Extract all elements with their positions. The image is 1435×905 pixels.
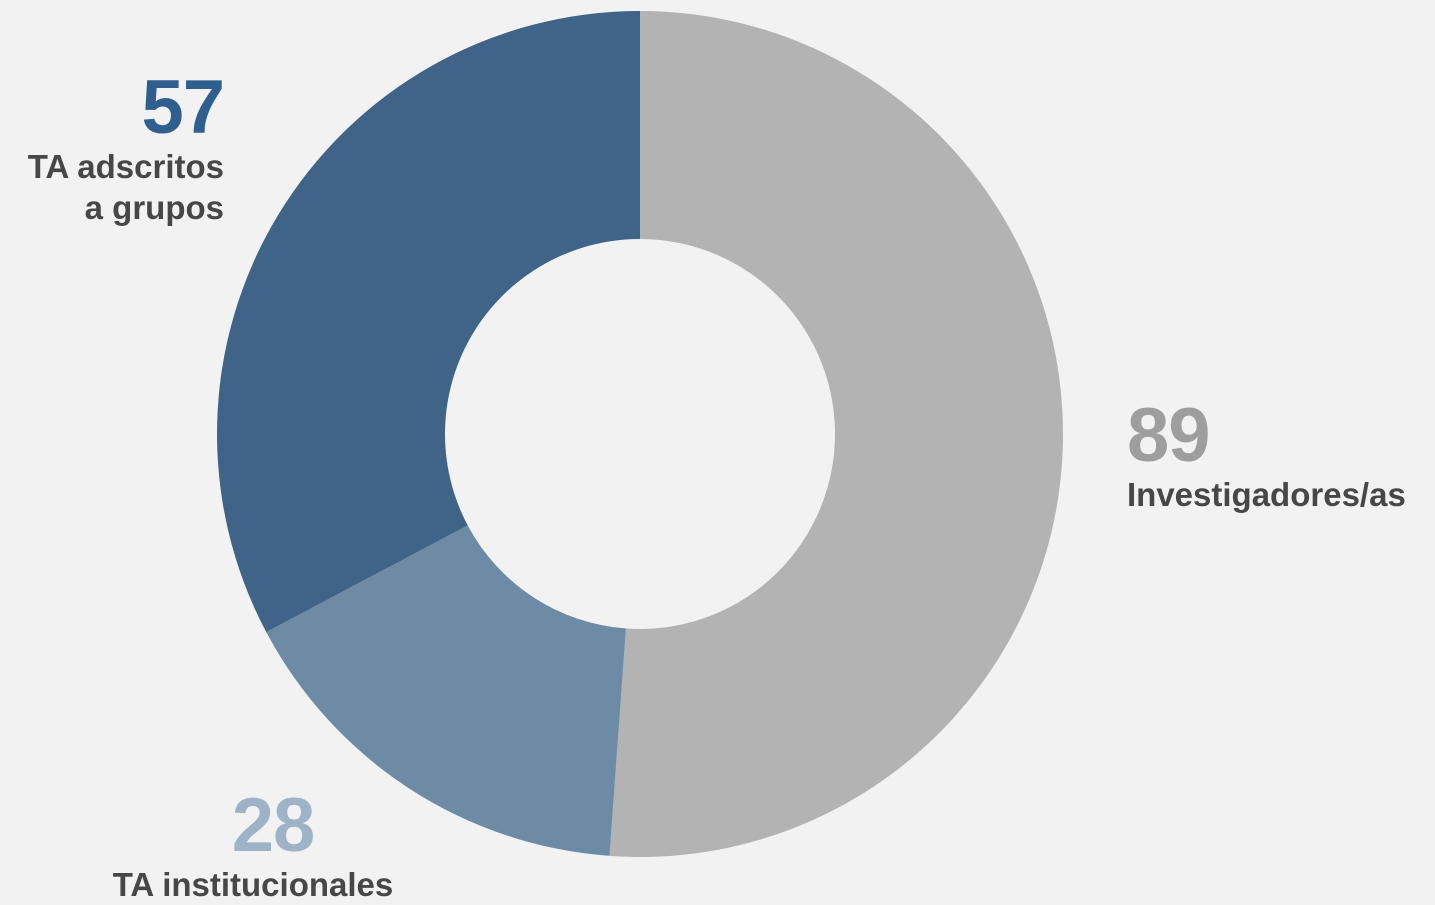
text-investigadores: Investigadores/as	[1127, 476, 1406, 513]
label-investigadores: 89 Investigadores/as	[1127, 398, 1406, 515]
text-ta-adscritos-line2: a grupos	[84, 189, 224, 227]
slice-ta-institucionales	[266, 525, 626, 856]
label-ta-adscritos: 57 TA adscritos a grupos	[27, 65, 225, 229]
slice-ta-adscritos	[217, 11, 641, 633]
value-ta-adscritos: 57	[141, 65, 225, 150]
value-ta-institucionales: 28	[231, 783, 316, 868]
text-ta-institucionales: TA institucionales	[112, 866, 394, 903]
text-ta-adscritos-line1: TA adscritos	[27, 148, 224, 185]
slice-investigadores	[609, 11, 1063, 857]
label-ta-institucionales: 28 TA institucionales	[100, 788, 406, 905]
value-investigadores: 89	[1127, 393, 1211, 478]
